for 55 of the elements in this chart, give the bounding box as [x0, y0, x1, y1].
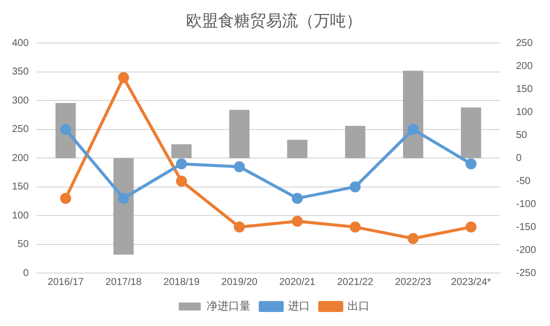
bar — [287, 140, 308, 158]
y-tick-label: 150 — [12, 182, 30, 193]
y2-tick-label: -200 — [516, 244, 536, 256]
point — [176, 176, 187, 187]
y2-tick-label: 150 — [516, 84, 534, 95]
point — [350, 222, 361, 233]
point — [234, 222, 245, 233]
y2-tick-label: -50 — [516, 176, 531, 187]
x-tick-label: 2017/18 — [105, 276, 142, 288]
point — [408, 124, 419, 135]
x-tick-label: 2020/21 — [279, 276, 316, 288]
y-tick-label: 200 — [12, 152, 30, 164]
y-tick-label: 250 — [12, 124, 30, 136]
y-tick-label: 400 — [12, 38, 30, 49]
y2-tick-label: -150 — [516, 222, 536, 233]
bar — [402, 70, 424, 158]
point — [176, 158, 187, 170]
x-tick-label: 2021/22 — [337, 276, 374, 288]
legend-label: 出口 — [347, 300, 370, 313]
point — [60, 192, 72, 204]
x-tick-label: 2018/19 — [163, 276, 200, 288]
x-tick-label: 2023/24* — [451, 276, 492, 288]
y2-tick-label: 100 — [516, 106, 534, 118]
point — [118, 72, 130, 84]
point — [118, 192, 130, 204]
point — [60, 124, 72, 135]
y2-tick-label: -250 — [516, 268, 536, 279]
bar — [171, 144, 192, 158]
y-tick-label: 100 — [12, 210, 30, 222]
y2-tick-label: 250 — [516, 38, 534, 49]
y2-tick-label: -100 — [516, 198, 536, 210]
y-tick-label: 0 — [23, 268, 30, 279]
point — [466, 222, 477, 233]
legend-label: 进口 — [288, 300, 310, 313]
point — [292, 192, 303, 204]
y-tick-label: 350 — [12, 66, 30, 78]
x-tick-label: 2019/20 — [221, 276, 258, 288]
bar — [460, 108, 482, 158]
chart-title: 欧盟食糖贸易流（万吨） — [186, 12, 362, 30]
y-tick-label: 300 — [12, 95, 30, 106]
point — [292, 216, 303, 227]
y-tick-label: 50 — [18, 239, 30, 250]
legend-label: 净进口量 — [206, 300, 250, 313]
point — [350, 181, 361, 192]
point — [466, 158, 477, 170]
bar — [113, 158, 134, 255]
point — [234, 161, 245, 172]
y2-tick-label: 200 — [516, 60, 534, 72]
x-tick-label: 2022/23 — [395, 276, 432, 288]
bar — [345, 126, 366, 158]
y2-tick-label: 0 — [516, 152, 522, 164]
y2-tick-label: 50 — [516, 130, 528, 141]
bar — [229, 110, 250, 158]
x-tick-label: 2016/17 — [48, 276, 84, 288]
point — [408, 233, 419, 244]
